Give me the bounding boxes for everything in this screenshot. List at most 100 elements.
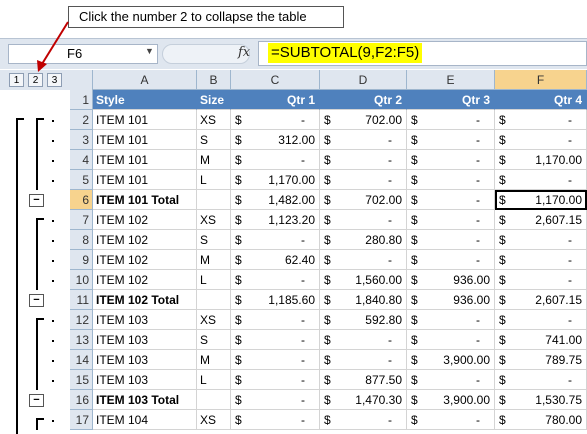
cell-b5[interactable]: L <box>197 170 231 190</box>
cell-e7[interactable]: $ - <box>407 210 495 230</box>
cell-d14[interactable]: $ - <box>320 350 407 370</box>
cell-d12[interactable]: $592.80 <box>320 310 407 330</box>
cell-c11[interactable]: $1,185.60 <box>231 290 320 310</box>
cell-c9[interactable]: $62.40 <box>231 250 320 270</box>
column-header-e[interactable]: E <box>407 70 495 90</box>
cell-e16[interactable]: $3,900.00 <box>407 390 495 410</box>
cell-e14[interactable]: $3,900.00 <box>407 350 495 370</box>
row-header[interactable]: 5 <box>70 170 93 190</box>
cell-a6[interactable]: ITEM 101 Total <box>93 190 197 210</box>
cell-b1[interactable]: Size <box>197 90 231 110</box>
cell-d5[interactable]: $ - <box>320 170 407 190</box>
row-header[interactable]: 3 <box>70 130 93 150</box>
cell-a14[interactable]: ITEM 103 <box>93 350 197 370</box>
cell-d13[interactable]: $ - <box>320 330 407 350</box>
cell-b4[interactable]: M <box>197 150 231 170</box>
cell-b3[interactable]: S <box>197 130 231 150</box>
cell-b15[interactable]: L <box>197 370 231 390</box>
cell-e2[interactable]: $ - <box>407 110 495 130</box>
cell-c15[interactable]: $ - <box>231 370 320 390</box>
cell-e17[interactable]: $ - <box>407 410 495 430</box>
cell-e3[interactable]: $ - <box>407 130 495 150</box>
cell-a3[interactable]: ITEM 101 <box>93 130 197 150</box>
cell-e12[interactable]: $ - <box>407 310 495 330</box>
cell-b9[interactable]: M <box>197 250 231 270</box>
row-header[interactable]: 6 <box>70 190 93 210</box>
cell-b7[interactable]: XS <box>197 210 231 230</box>
cell-c14[interactable]: $ - <box>231 350 320 370</box>
row-header[interactable]: 7 <box>70 210 93 230</box>
cell-a17[interactable]: ITEM 104 <box>93 410 197 430</box>
cell-b16[interactable] <box>197 390 231 410</box>
cell-c10[interactable]: $ - <box>231 270 320 290</box>
cell-f1[interactable]: Qtr 4 <box>495 90 587 110</box>
cell-a10[interactable]: ITEM 102 <box>93 270 197 290</box>
cell-a15[interactable]: ITEM 103 <box>93 370 197 390</box>
cell-a13[interactable]: ITEM 103 <box>93 330 197 350</box>
outline-level-2-button[interactable]: 2 <box>28 73 43 87</box>
cell-d2[interactable]: $702.00 <box>320 110 407 130</box>
collapse-group-button[interactable]: − <box>29 394 44 407</box>
cell-a1[interactable]: Style <box>93 90 197 110</box>
cell-e8[interactable]: $ - <box>407 230 495 250</box>
column-header-b[interactable]: B <box>197 70 231 90</box>
collapse-group-button[interactable]: − <box>29 294 44 307</box>
cell-d7[interactable]: $ - <box>320 210 407 230</box>
chevron-down-icon[interactable]: ▼ <box>145 46 154 56</box>
column-header-a[interactable]: A <box>93 70 197 90</box>
cell-c16[interactable]: $ - <box>231 390 320 410</box>
cell-a16[interactable]: ITEM 103 Total <box>93 390 197 410</box>
cell-d11[interactable]: $1,840.80 <box>320 290 407 310</box>
cell-d4[interactable]: $ - <box>320 150 407 170</box>
cell-e15[interactable]: $ - <box>407 370 495 390</box>
cell-c12[interactable]: $ - <box>231 310 320 330</box>
cell-b13[interactable]: S <box>197 330 231 350</box>
row-header[interactable]: 4 <box>70 150 93 170</box>
row-header[interactable]: 2 <box>70 110 93 130</box>
row-header[interactable]: 13 <box>70 330 93 350</box>
cell-d10[interactable]: $1,560.00 <box>320 270 407 290</box>
cell-a7[interactable]: ITEM 102 <box>93 210 197 230</box>
cell-d6[interactable]: $702.00 <box>320 190 407 210</box>
cell-c7[interactable]: $1,123.20 <box>231 210 320 230</box>
cell-b11[interactable] <box>197 290 231 310</box>
cell-d1[interactable]: Qtr 2 <box>320 90 407 110</box>
column-header-d[interactable]: D <box>320 70 407 90</box>
cell-e13[interactable]: $ - <box>407 330 495 350</box>
cell-c17[interactable]: $ - <box>231 410 320 430</box>
cell-b17[interactable]: XS <box>197 410 231 430</box>
cell-e5[interactable]: $ - <box>407 170 495 190</box>
outline-level-3-button[interactable]: 3 <box>47 73 62 87</box>
cell-b2[interactable]: XS <box>197 110 231 130</box>
cell-d3[interactable]: $ - <box>320 130 407 150</box>
row-header[interactable]: 10 <box>70 270 93 290</box>
cell-b12[interactable]: XS <box>197 310 231 330</box>
row-header[interactable]: 1 <box>70 90 93 110</box>
row-header[interactable]: 17 <box>70 410 93 430</box>
cell-c6[interactable]: $1,482.00 <box>231 190 320 210</box>
cell-e1[interactable]: Qtr 3 <box>407 90 495 110</box>
column-header-c[interactable]: C <box>231 70 320 90</box>
cell-c3[interactable]: $312.00 <box>231 130 320 150</box>
cell-a5[interactable]: ITEM 101 <box>93 170 197 190</box>
cell-a12[interactable]: ITEM 103 <box>93 310 197 330</box>
collapse-group-button[interactable]: − <box>29 194 44 207</box>
cell-d9[interactable]: $ - <box>320 250 407 270</box>
cell-d15[interactable]: $877.50 <box>320 370 407 390</box>
cell-d16[interactable]: $1,470.30 <box>320 390 407 410</box>
row-header[interactable]: 11 <box>70 290 93 310</box>
cell-c2[interactable]: $ - <box>231 110 320 130</box>
cell-b6[interactable] <box>197 190 231 210</box>
cell-d8[interactable]: $280.80 <box>320 230 407 250</box>
row-header[interactable]: 16 <box>70 390 93 410</box>
cell-a8[interactable]: ITEM 102 <box>93 230 197 250</box>
cell-a11[interactable]: ITEM 102 Total <box>93 290 197 310</box>
row-header[interactable]: 14 <box>70 350 93 370</box>
cell-e9[interactable]: $ - <box>407 250 495 270</box>
row-header[interactable]: 8 <box>70 230 93 250</box>
cell-c5[interactable]: $1,170.00 <box>231 170 320 190</box>
cell-b14[interactable]: M <box>197 350 231 370</box>
row-header[interactable]: 12 <box>70 310 93 330</box>
formula-bar-divider[interactable] <box>162 44 250 64</box>
insert-function-icon[interactable]: fx <box>238 45 251 60</box>
